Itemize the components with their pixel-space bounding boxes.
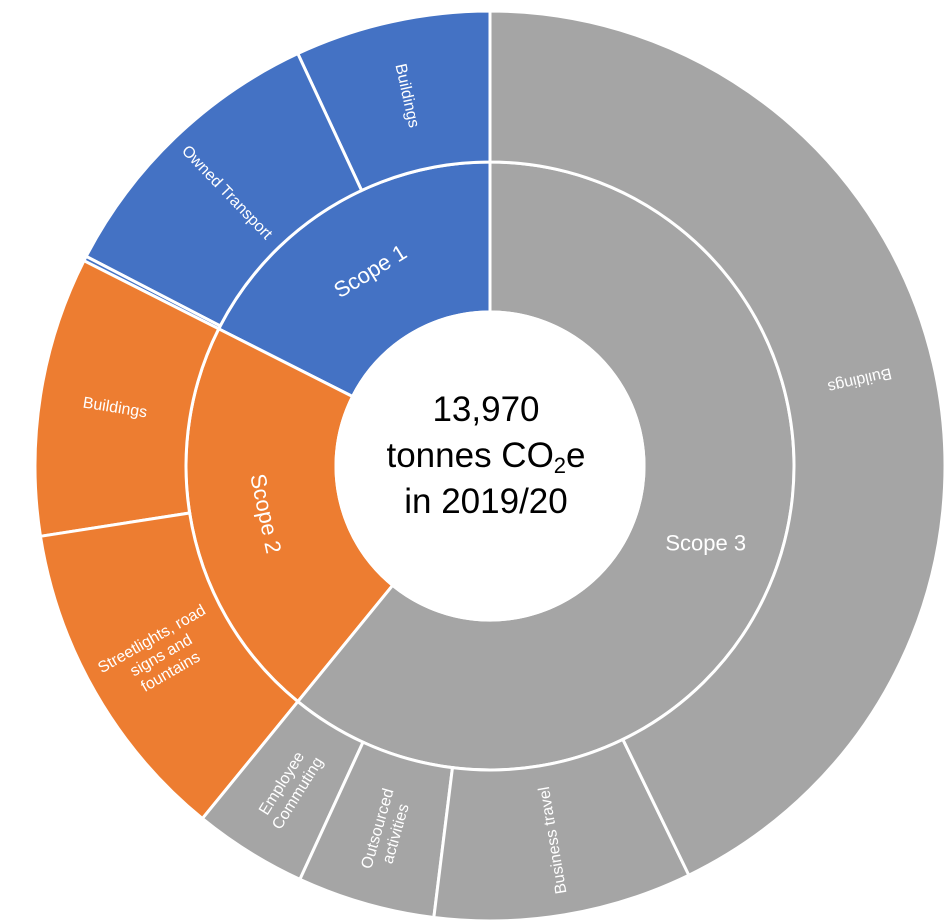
center-unit-prefix: tonnes CO — [386, 436, 554, 475]
label-scope-3: Scope 3 — [665, 531, 746, 556]
center-unit-suffix: e — [566, 436, 586, 475]
center-hole — [334, 310, 646, 622]
center-unit: tonnes CO2e — [386, 433, 585, 479]
center-unit-subscript: 2 — [553, 453, 567, 478]
inner-ring — [184, 160, 796, 772]
outer-ring — [33, 9, 944, 922]
segment-scope-3-buildings — [488, 9, 944, 878]
center-year: in 2019/20 — [404, 482, 568, 521]
center-label: 13,970 tonnes CO2e in 2019/20 — [336, 356, 636, 556]
center-total: 13,970 — [432, 390, 540, 429]
